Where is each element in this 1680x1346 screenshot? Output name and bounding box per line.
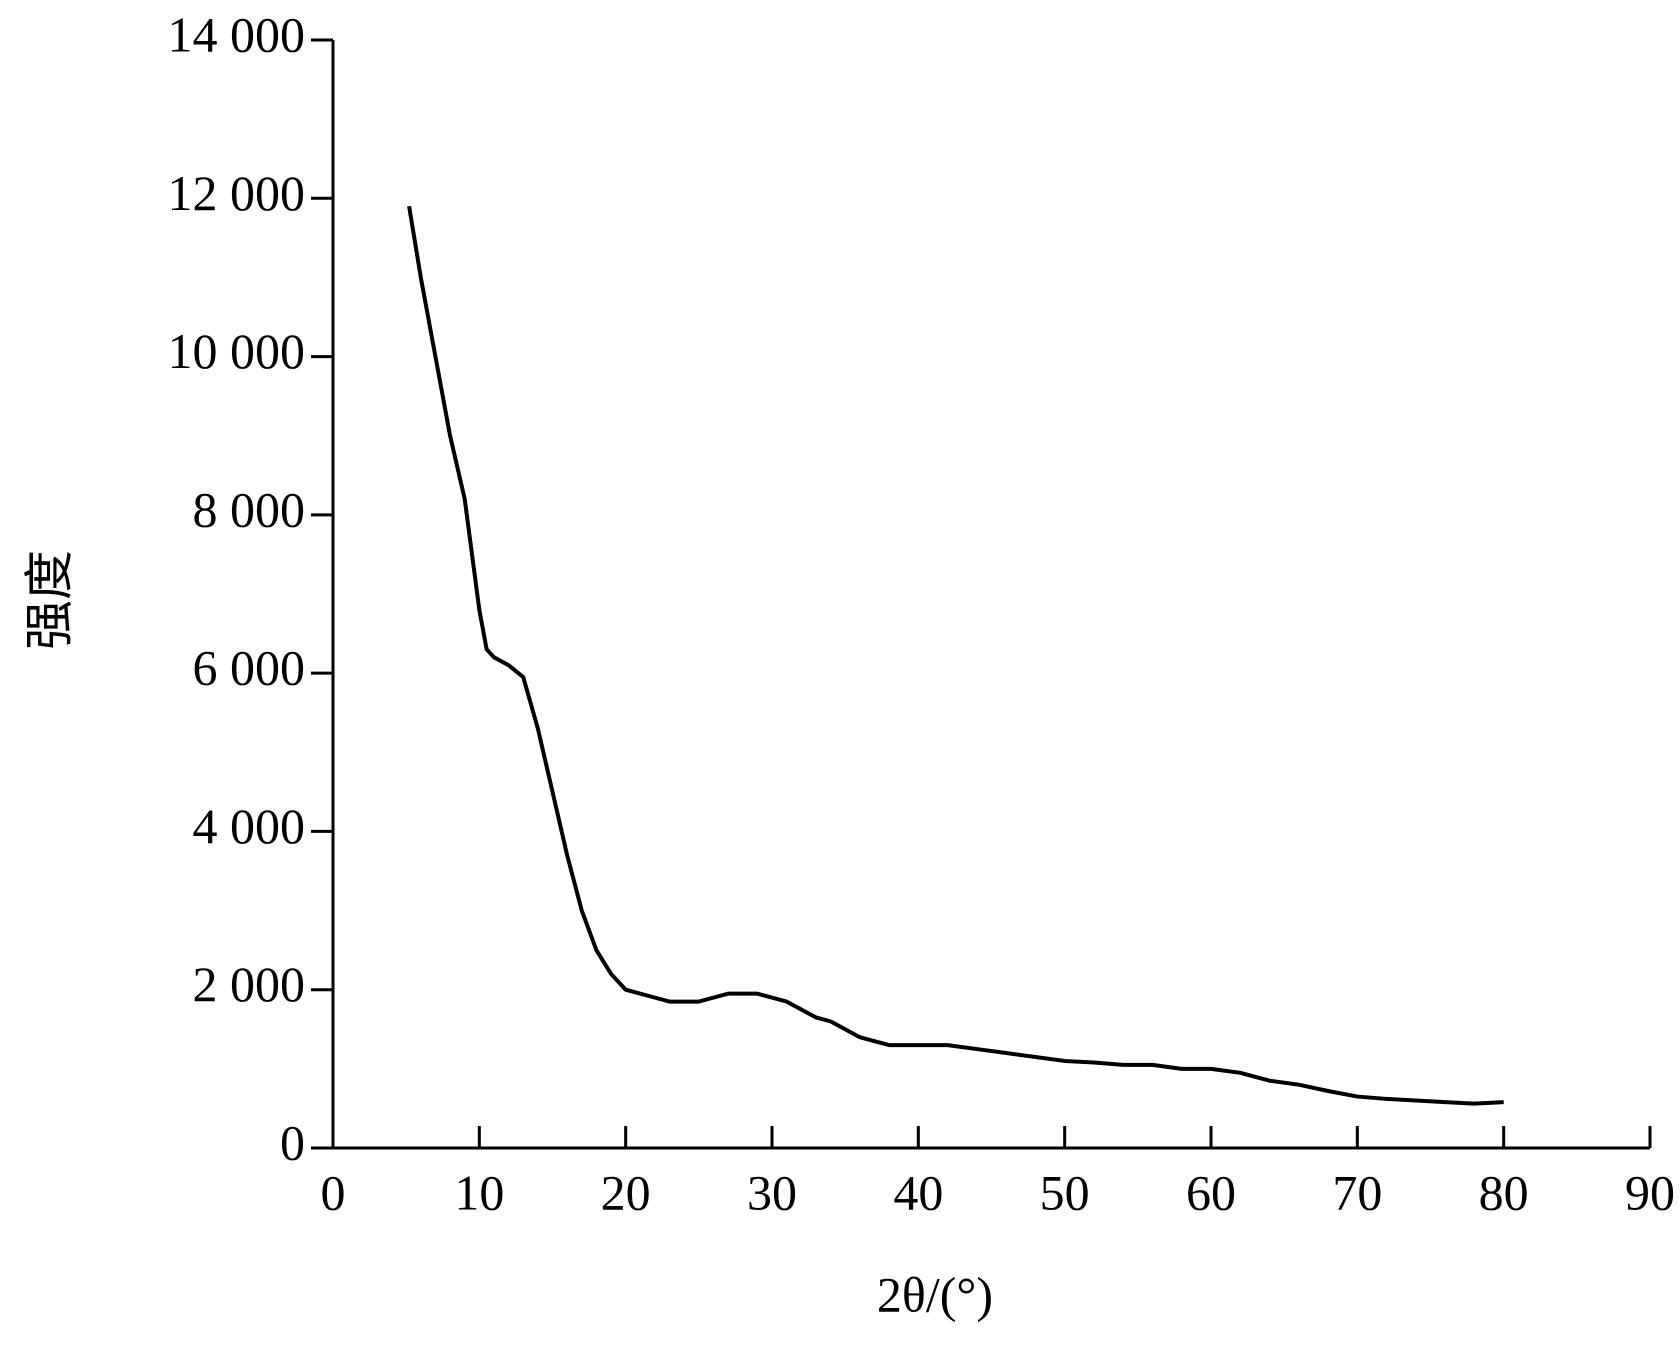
data-line bbox=[407, 205, 1504, 1106]
y-tick-label: 6 000 bbox=[193, 640, 306, 696]
x-tick-label: 40 bbox=[893, 1164, 943, 1220]
y-axis-label: 强度 bbox=[21, 550, 77, 650]
y-tick-label: 2 000 bbox=[193, 956, 306, 1012]
y-tick-label: 12 000 bbox=[168, 165, 306, 221]
x-tick-label: 30 bbox=[747, 1164, 797, 1220]
y-tick-label: 14 000 bbox=[168, 6, 306, 62]
y-tick-label: 8 000 bbox=[193, 481, 306, 537]
y-tick-label: 0 bbox=[280, 1114, 305, 1170]
x-tick-label: 50 bbox=[1040, 1164, 1090, 1220]
x-axis-label: 2θ/(°) bbox=[877, 1266, 993, 1322]
x-tick-label: 60 bbox=[1186, 1164, 1236, 1220]
x-tick-label: 0 bbox=[321, 1164, 346, 1220]
x-tick-label: 10 bbox=[454, 1164, 504, 1220]
x-tick-label: 80 bbox=[1479, 1164, 1529, 1220]
x-tick-label: 20 bbox=[601, 1164, 651, 1220]
x-tick-label: 90 bbox=[1625, 1164, 1675, 1220]
y-tick-label: 10 000 bbox=[168, 323, 306, 379]
y-tick-label: 4 000 bbox=[193, 798, 306, 854]
x-tick-label: 70 bbox=[1332, 1164, 1382, 1220]
